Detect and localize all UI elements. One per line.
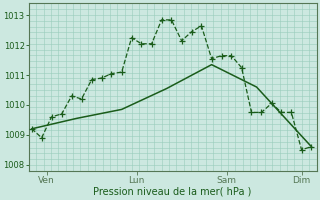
X-axis label: Pression niveau de la mer( hPa ): Pression niveau de la mer( hPa ): [93, 187, 252, 197]
